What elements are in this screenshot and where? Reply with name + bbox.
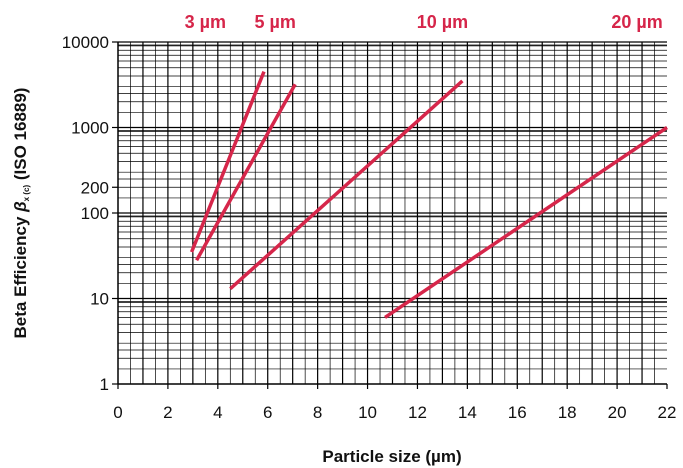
series-label: 3 µm	[185, 12, 226, 32]
y-tick-label: 1000	[71, 119, 109, 138]
series-lines	[189, 70, 668, 319]
x-tick-label: 18	[558, 403, 577, 422]
y-axis-title-main: Beta Efficiency	[11, 212, 30, 339]
x-axis-title: Particle size (µm)	[322, 447, 461, 466]
x-tick-label: 14	[458, 403, 477, 422]
series-label: 5 µm	[255, 12, 296, 32]
series-labels: 3 µm 5 µm 10 µm 20 µm	[185, 12, 663, 32]
grid	[118, 41, 667, 384]
y-axis-title-subscript: x (c)	[22, 185, 31, 202]
x-tick-label: 10	[358, 403, 377, 422]
series-line	[384, 126, 668, 319]
x-tick-label: 12	[408, 403, 427, 422]
series-line	[195, 83, 297, 262]
tick-labels: 0 2 4 6 8 10 12 14 16 18 20 22 1 10 100 200 1000 10000	[62, 33, 677, 422]
y-axis-title-beta: β	[11, 201, 30, 213]
x-tick-label: 4	[213, 403, 222, 422]
x-tick-label: 22	[658, 403, 677, 422]
y-tick-label: 10	[90, 290, 109, 309]
series-line	[229, 79, 464, 291]
series-line	[189, 70, 266, 253]
x-tick-label: 16	[508, 403, 527, 422]
y-tick-label: 100	[81, 204, 109, 223]
x-tick-label: 6	[263, 403, 272, 422]
y-axis-title: Beta Efficiency βx (c) (ISO 16889)	[11, 88, 31, 339]
y-tick-label: 1	[100, 375, 109, 394]
axes	[112, 41, 668, 389]
series-label: 10 µm	[417, 12, 468, 32]
x-tick-label: 8	[313, 403, 322, 422]
x-tick-label: 0	[113, 403, 122, 422]
x-tick-label: 20	[608, 403, 627, 422]
series-label: 20 µm	[611, 12, 662, 32]
y-axis-title-suffix: (ISO 16889)	[11, 88, 30, 185]
y-tick-label: 10000	[62, 33, 109, 52]
y-tick-label: 200	[81, 178, 109, 197]
x-tick-label: 2	[163, 403, 172, 422]
